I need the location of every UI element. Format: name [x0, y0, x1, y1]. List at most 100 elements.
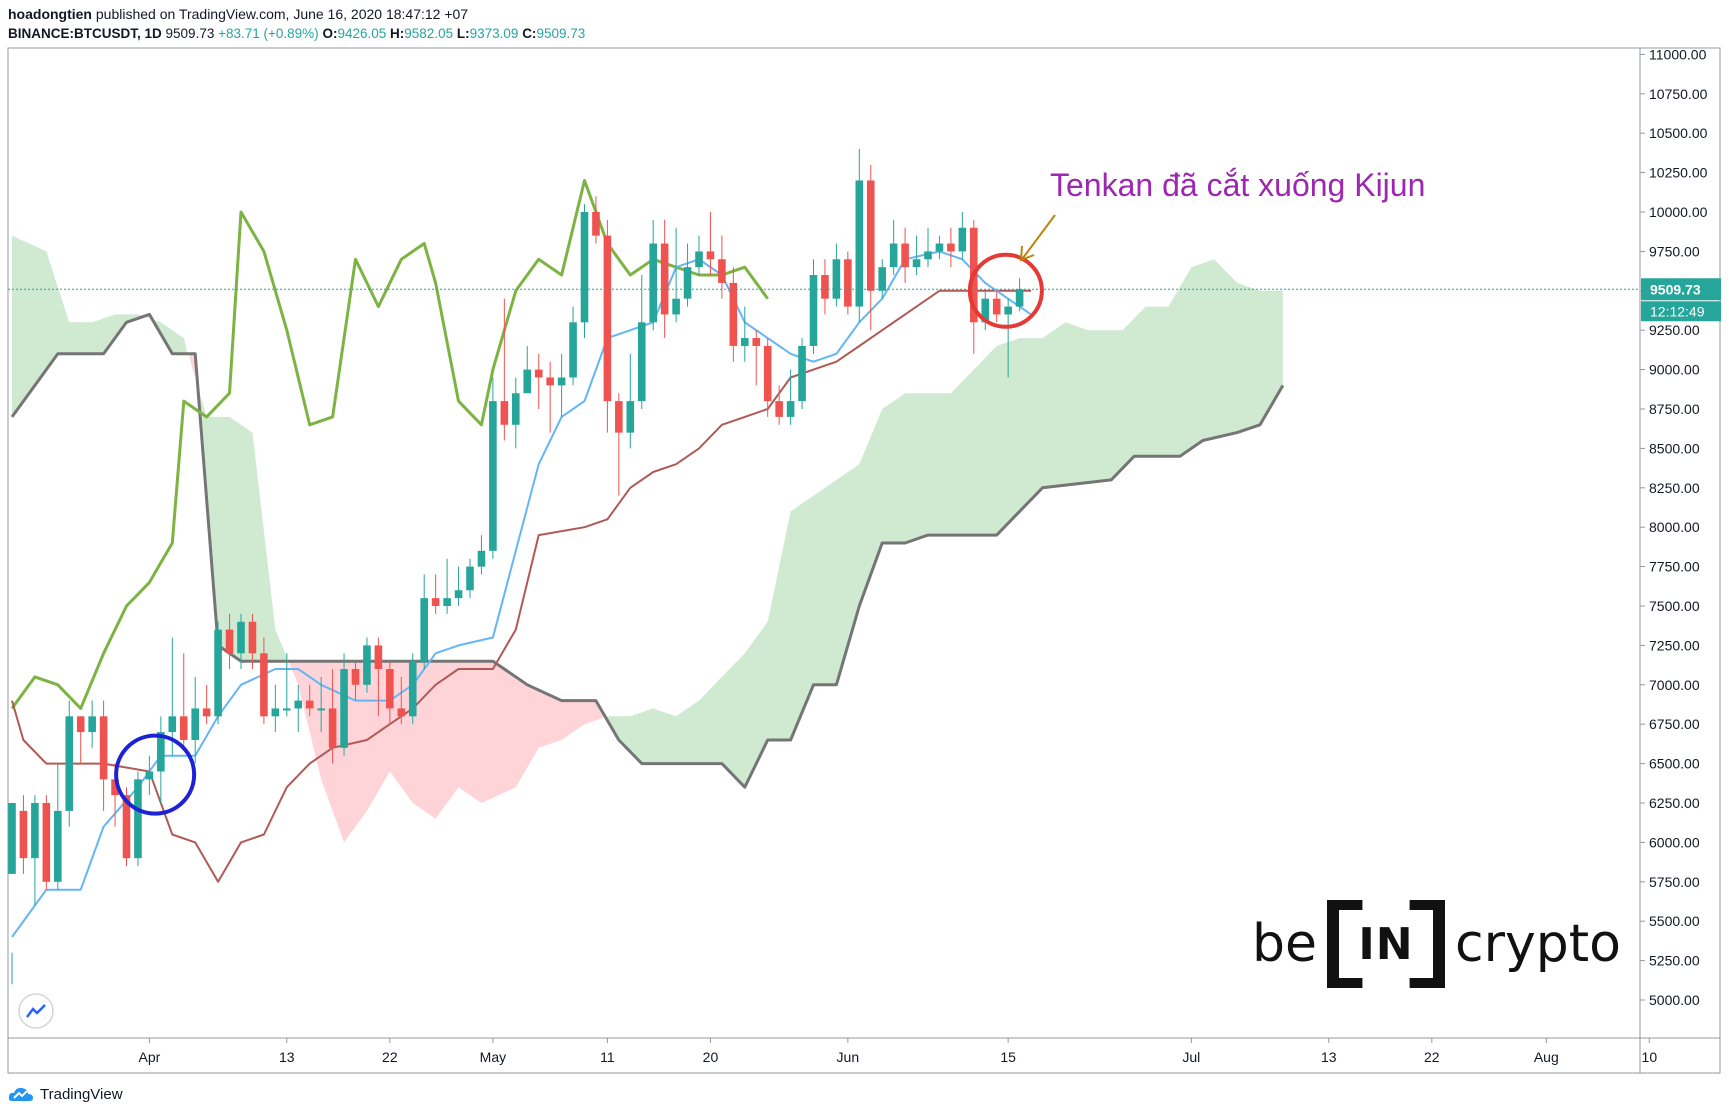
candle-body-5	[65, 716, 74, 811]
tradingview-cloud-icon	[8, 1087, 34, 1101]
close-label: C:	[522, 26, 537, 41]
x-tick-label-11: Aug	[1534, 1049, 1559, 1065]
candle-body-44	[512, 393, 520, 425]
x-tick-label-9: 13	[1321, 1049, 1337, 1065]
candle-body-38	[443, 598, 451, 606]
candle-body-28	[328, 708, 337, 748]
candle-body-0	[8, 803, 16, 874]
candle-body-24	[283, 708, 291, 711]
x-tick-label-6: Jun	[837, 1049, 860, 1065]
candle-body-64	[741, 338, 749, 346]
candle-body-21	[248, 621, 257, 654]
y-tick-label-2: 5500.00	[1649, 913, 1700, 929]
candle-body-18	[214, 629, 222, 717]
y-tick-label-23: 10750.00	[1649, 86, 1708, 102]
candle-body-87	[1004, 306, 1012, 315]
close-value: 9509.73	[536, 26, 586, 41]
candle-body-68	[786, 401, 795, 417]
y-tick-label-17: 9250.00	[1649, 322, 1700, 338]
cloud-segment-2	[152, 319, 187, 354]
footer: TradingView	[8, 1085, 123, 1103]
brand-right: crypto	[1455, 914, 1621, 974]
candle-body-3	[42, 803, 51, 882]
candle-body-37	[431, 598, 440, 606]
beincrypto-logo: be IN crypto	[1252, 900, 1621, 988]
annotation-arrow	[1022, 214, 1056, 259]
candle-body-51	[592, 212, 600, 236]
candle-body-23	[271, 708, 280, 717]
y-tick-label-22: 10500.00	[1649, 125, 1708, 141]
y-tick-label-14: 8500.00	[1649, 440, 1700, 456]
y-tick-label-7: 6750.00	[1649, 716, 1700, 732]
y-tick-label-24: 11000.00	[1649, 46, 1707, 62]
low-value: 9373.09	[469, 26, 519, 41]
candle-body-31	[363, 645, 371, 685]
cloud-segment-4	[198, 387, 287, 662]
y-tick-label-8: 7000.00	[1649, 677, 1700, 693]
candle-body-66	[763, 345, 772, 402]
published-info: published on TradingView.com, June 16, 2…	[95, 6, 469, 22]
author[interactable]: hoadongtien	[8, 6, 92, 22]
candle-body-22	[260, 653, 268, 717]
candle-body-83	[958, 227, 967, 252]
publish-line: hoadongtien published on TradingView.com…	[8, 6, 468, 22]
low-label: L:	[456, 26, 470, 41]
candle-body-8	[99, 716, 108, 780]
x-tick-label-0: Apr	[139, 1049, 161, 1065]
candle-body-46	[534, 369, 543, 378]
y-tick-label-11: 7750.00	[1649, 559, 1700, 575]
candle-body-57	[660, 243, 669, 315]
y-tick-label-19: 9750.00	[1649, 243, 1700, 259]
price-change: +83.71 (+0.89%)	[218, 26, 319, 41]
y-tick-label-1: 5250.00	[1649, 953, 1700, 969]
open-label: O:	[322, 26, 338, 41]
candle-body-74	[855, 180, 864, 307]
candle-body-29	[340, 669, 348, 748]
chart-frame	[7, 47, 1721, 1074]
candle-body-65	[752, 338, 761, 346]
candle-body-30	[351, 669, 360, 685]
chikou-span-line	[10, 179, 769, 710]
candle-body-10	[122, 795, 131, 859]
y-tick-label-6: 6500.00	[1649, 756, 1700, 772]
y-tick-label-20: 10000.00	[1649, 204, 1708, 220]
candle-body-43	[500, 401, 509, 425]
x-tick-label-7: 15	[1000, 1049, 1016, 1065]
candle-body-14	[168, 716, 177, 733]
candle-body-77	[889, 243, 898, 268]
candle-body-6	[76, 716, 85, 733]
candle-body-62	[718, 259, 726, 283]
candle-body-33	[386, 669, 394, 709]
y-tick-label-12: 8000.00	[1649, 519, 1700, 535]
candle-body-41	[477, 550, 486, 567]
footer-label[interactable]: TradingView	[40, 1085, 123, 1103]
last-price-tag-label: 9509.73	[1650, 281, 1701, 297]
candle-body-78	[901, 243, 909, 268]
candle-body-7	[88, 716, 96, 733]
countdown-tag-label: 12:12:49	[1650, 303, 1705, 319]
candle-body-53	[615, 401, 623, 433]
candle-body-79	[912, 259, 921, 268]
open-value: 9426.05	[337, 26, 387, 41]
candle-body-86	[992, 298, 1001, 315]
candle-body-42	[489, 401, 497, 551]
candle-body-20	[237, 621, 245, 654]
y-tick-label-13: 8250.00	[1649, 480, 1700, 496]
tenkan-sen-line	[11, 250, 1032, 938]
candle-body-69	[798, 345, 806, 402]
candle-body-13	[157, 732, 165, 772]
candle-body-54	[626, 401, 635, 433]
candle-body-17	[202, 708, 211, 717]
last-price: 9509.73	[165, 26, 215, 41]
candle-body-60	[695, 251, 703, 268]
candle-body-47	[546, 377, 554, 386]
candle-body-1	[19, 810, 28, 859]
red-highlight-circle	[967, 252, 1044, 329]
brand-mid: IN	[1358, 918, 1414, 970]
kijun-sen-line	[11, 289, 1031, 883]
candle-body-76	[878, 267, 886, 291]
candle-body-75	[866, 180, 875, 291]
cloud-segment-6	[607, 259, 1283, 788]
candle-body-2	[31, 803, 39, 859]
